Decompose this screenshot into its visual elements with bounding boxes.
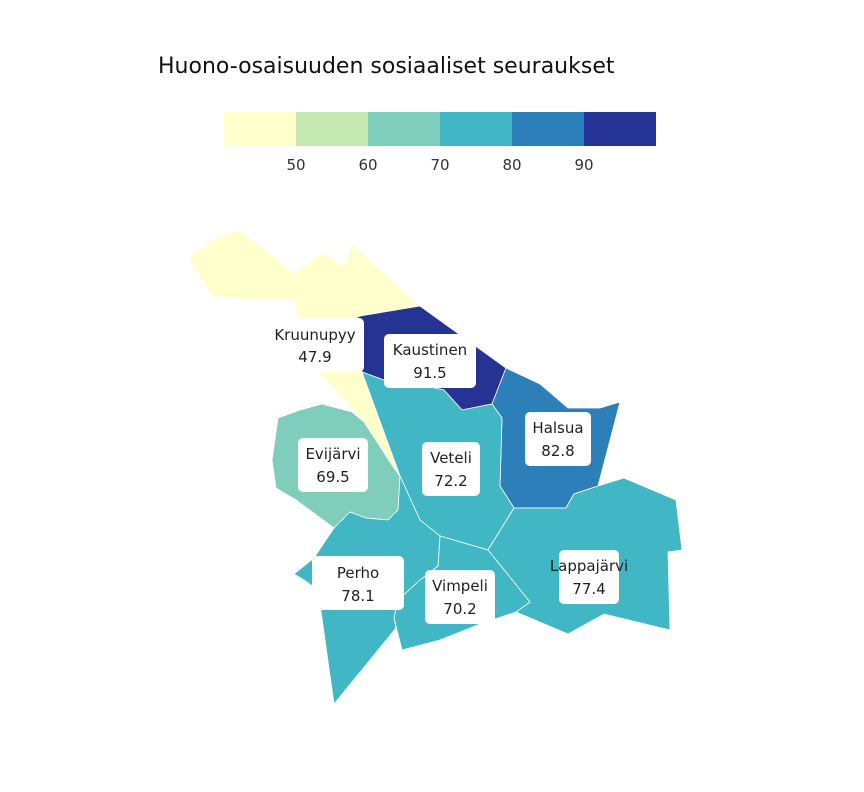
label-lappajarvi-value: 78.1 [341, 587, 374, 605]
label-vimpeli: Vimpeli 70.2 [425, 570, 495, 624]
legend-swatch-0 [224, 112, 296, 146]
label-kruunupyy-value: 47.9 [298, 348, 331, 366]
legend: 50 60 70 80 90 [224, 112, 656, 174]
label-lappajarvi: Perho 78.1 [312, 556, 404, 610]
legend-tick-60: 60 [358, 156, 377, 174]
label-lappajarvi-name: Perho [337, 564, 379, 582]
label-kruunupyy: Kruunupyy 47.9 [266, 318, 364, 372]
label-evijarvi-name: Evijärvi [305, 445, 360, 463]
legend-tick-70: 70 [430, 156, 449, 174]
label-veteli: Veteli 72.2 [422, 442, 480, 496]
map-title: Huono-osaisuuden sosiaaliset seuraukset [158, 54, 615, 79]
legend-swatch-4 [512, 112, 584, 146]
legend-swatch-2 [368, 112, 440, 146]
label-perho-name: Lappajärvi [550, 557, 628, 575]
label-halsua-value: 82.8 [541, 442, 574, 460]
label-kaustinen-value: 91.5 [413, 364, 446, 382]
legend-tick-50: 50 [286, 156, 305, 174]
label-perho: Lappajärvi 77.4 [550, 550, 628, 604]
label-vimpeli-value: 70.2 [443, 600, 476, 618]
label-kaustinen: Kaustinen 91.5 [384, 334, 476, 388]
legend-tick-80: 80 [502, 156, 521, 174]
label-evijarvi-value: 69.5 [316, 468, 349, 486]
label-vimpeli-name: Vimpeli [432, 577, 488, 595]
label-perho-value: 77.4 [572, 580, 605, 598]
label-evijarvi: Evijärvi 69.5 [298, 438, 368, 492]
label-veteli-name: Veteli [430, 449, 472, 467]
label-kaustinen-name: Kaustinen [393, 341, 467, 359]
legend-tick-90: 90 [574, 156, 593, 174]
legend-swatch-5 [584, 112, 656, 146]
legend-swatch-3 [440, 112, 512, 146]
label-halsua: Halsua 82.8 [525, 412, 591, 466]
legend-swatch-1 [296, 112, 368, 146]
label-halsua-name: Halsua [532, 419, 583, 437]
labels: Kruunupyy 47.9 Kaustinen 91.5 Halsua 82.… [266, 318, 628, 624]
label-kruunupyy-name: Kruunupyy [274, 326, 355, 344]
label-veteli-value: 72.2 [434, 472, 467, 490]
